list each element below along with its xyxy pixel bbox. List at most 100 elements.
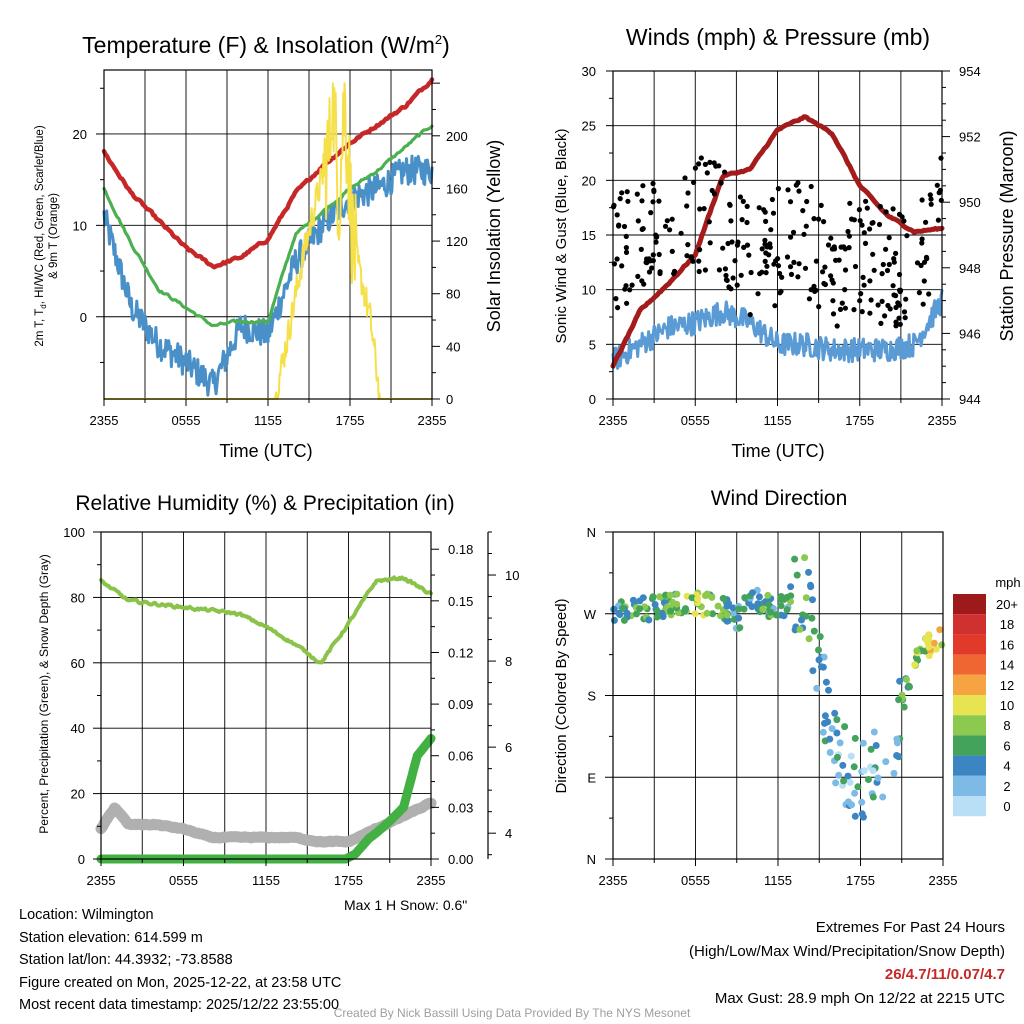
direction-point — [773, 611, 780, 619]
gust-point — [634, 191, 640, 197]
gust-point — [828, 273, 834, 279]
gust-point — [784, 254, 791, 260]
direction-point — [723, 617, 731, 625]
gust-point — [893, 319, 899, 325]
gust-point — [863, 198, 869, 204]
gust-point — [656, 251, 662, 258]
gust-point — [857, 298, 863, 304]
direction-point — [714, 602, 722, 610]
gust-point — [769, 196, 776, 203]
gust-point — [811, 216, 817, 222]
gust-point — [722, 169, 728, 175]
gust-point — [891, 259, 897, 265]
gust-point — [619, 190, 625, 196]
direction-point — [809, 667, 817, 675]
gust-point — [696, 268, 702, 275]
gust-point — [657, 270, 663, 277]
gust-point — [650, 199, 656, 205]
snow-tick-label: 10 — [505, 568, 519, 583]
gust-point — [880, 261, 886, 268]
direction-point — [906, 683, 913, 691]
legend-swatch — [953, 594, 986, 615]
precip-axis-ticks: 0.00 0.03 0.06 0.09 0.12 0.15 0.18 — [431, 542, 473, 867]
direction-grid — [613, 532, 943, 859]
gust-point — [788, 234, 794, 240]
direction-point — [801, 554, 809, 562]
gust-point — [875, 302, 881, 308]
gust-point — [935, 217, 942, 223]
gust-point — [820, 269, 826, 275]
y-tick-right-label: 120 — [446, 234, 468, 249]
direction-point — [815, 656, 823, 664]
direction-point — [860, 767, 868, 775]
gust-point — [790, 229, 797, 235]
gust-point — [685, 242, 691, 248]
gust-point — [650, 252, 656, 258]
direction-point — [825, 686, 832, 694]
gust-point — [684, 203, 690, 209]
gust-point — [617, 196, 623, 202]
gust-point — [928, 201, 934, 207]
gust-point — [893, 293, 899, 299]
legend-label: 18 — [1000, 617, 1014, 632]
x-tick-label: 0555 — [681, 873, 710, 888]
gust-point — [879, 271, 885, 277]
direction-point — [808, 614, 816, 622]
direction-point — [858, 798, 866, 806]
legend-swatch — [953, 654, 986, 675]
direction-point — [735, 605, 742, 613]
gust-point — [828, 235, 834, 241]
gust-point — [795, 274, 801, 280]
direction-point — [924, 639, 932, 647]
gust-point — [775, 263, 782, 269]
gust-point — [756, 205, 762, 211]
gust-point — [914, 260, 921, 266]
gust-point — [697, 247, 703, 253]
direction-point — [817, 663, 825, 671]
gust-point — [709, 187, 715, 194]
gust-point — [771, 261, 777, 267]
gust-point — [759, 246, 765, 252]
gust-point — [768, 227, 774, 233]
gust-point — [821, 219, 827, 225]
x-tick-label: 0555 — [681, 413, 710, 428]
gust-point — [775, 186, 782, 192]
gust-point — [870, 220, 876, 226]
gust-point — [734, 242, 741, 248]
gust-point — [938, 197, 944, 203]
gust-point — [615, 305, 621, 311]
direction-point — [802, 594, 810, 602]
gust-point — [640, 226, 646, 232]
wind-left-axis-label: Sonic Wind & Gust (Blue, Black) — [553, 128, 570, 343]
gust-point — [702, 161, 709, 167]
gust-point — [725, 240, 731, 247]
gust-point — [651, 188, 657, 195]
temperature-right-ticks: 0 40 80 120 160 200 — [432, 82, 468, 407]
gust-point — [867, 226, 873, 232]
gust-point — [740, 198, 746, 204]
direction-point — [815, 646, 822, 654]
gust-point — [897, 321, 903, 327]
precip-tick-label: 0.00 — [448, 852, 473, 867]
direction-point — [736, 624, 744, 632]
gust-point — [804, 198, 810, 205]
gust-point — [791, 259, 797, 265]
gust-point — [739, 217, 745, 223]
direction-point — [867, 745, 875, 753]
solar-right-axis-label: Solar Insolation (Yellow) — [484, 140, 504, 332]
gust-point — [613, 296, 619, 302]
gust-point — [755, 291, 761, 297]
gust-point — [801, 231, 807, 237]
gust-point — [796, 261, 802, 267]
direction-point — [913, 647, 921, 655]
gust-point — [638, 246, 644, 252]
gust-point — [746, 252, 752, 258]
y-tick-label: 20 — [71, 787, 85, 802]
direction-point — [930, 639, 938, 647]
gust-point — [921, 278, 927, 284]
y-tick-label: N — [587, 525, 596, 540]
direction-left-axis-label: Direction (Colored By Speed) — [553, 598, 570, 793]
gust-point — [808, 183, 814, 190]
wind-x-ticks: 2355 0555 1155 1755 2355 — [599, 399, 956, 428]
direction-point — [826, 735, 834, 743]
